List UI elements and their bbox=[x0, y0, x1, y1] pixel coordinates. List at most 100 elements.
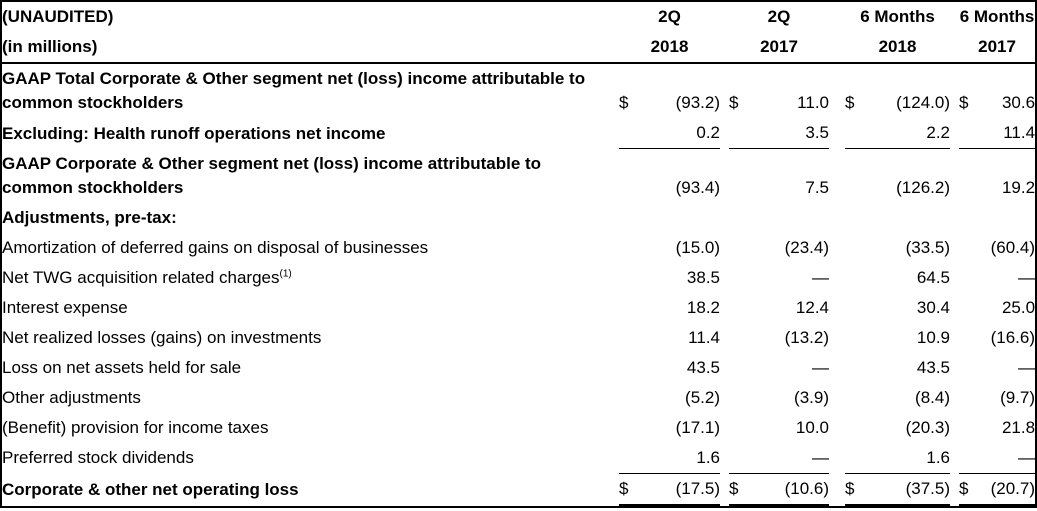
column-spacer bbox=[829, 293, 845, 323]
column-spacer bbox=[829, 149, 845, 203]
cell-dollar-sign bbox=[959, 413, 981, 443]
row-label: Loss on net assets held for sale bbox=[2, 357, 242, 377]
cell-value: (60.4) bbox=[990, 237, 1036, 257]
cell-value: 19.2 bbox=[1001, 177, 1036, 197]
cell-dollar-sign bbox=[845, 233, 869, 263]
cell-dollar-sign bbox=[845, 203, 869, 233]
units-label: (in millions) bbox=[2, 32, 612, 64]
cell-dollar-sign bbox=[619, 413, 643, 443]
cell-value: 43.5 bbox=[916, 357, 951, 377]
column-spacer bbox=[950, 323, 959, 353]
column-spacer bbox=[950, 473, 959, 505]
column-spacer bbox=[950, 413, 959, 443]
table-row: GAAP Total Corporate & Other segment net… bbox=[2, 63, 1035, 118]
header-spacer bbox=[950, 32, 960, 64]
cell-value: (5.2) bbox=[685, 387, 720, 407]
table-row: Net realized losses (gains) on investmen… bbox=[2, 323, 1035, 353]
cell-dollar-sign bbox=[729, 149, 753, 203]
cell-dollar-sign bbox=[619, 383, 643, 413]
table-row: Preferred stock dividends 1.6 — 1.6 — bbox=[2, 442, 1036, 474]
cell-dollar-sign bbox=[845, 353, 869, 383]
column-spacer bbox=[612, 63, 619, 118]
cell-value: — bbox=[981, 442, 1036, 474]
cell-value: 64.5 bbox=[916, 267, 951, 287]
cell-dollar-sign bbox=[845, 383, 869, 413]
cell-value: (8.4) bbox=[915, 387, 951, 407]
cell-value: (16.6) bbox=[990, 327, 1036, 347]
row-label: GAAP Corporate & Other segment net (loss… bbox=[2, 153, 542, 197]
column-spacer bbox=[950, 443, 959, 474]
table-row: Loss on net assets held for sale 43.5 — 43.… bbox=[2, 353, 1035, 383]
cell-dollar-sign: $ bbox=[959, 93, 969, 112]
table-row: (Benefit) provision for income taxes (17.… bbox=[2, 413, 1035, 443]
cell-value: 11.4 bbox=[981, 118, 1036, 149]
column-spacer bbox=[829, 233, 845, 263]
cell-value: 38.5 bbox=[686, 267, 720, 287]
table-body: GAAP Total Corporate & Other segment net… bbox=[2, 63, 1036, 511]
cell-dollar-sign bbox=[959, 323, 981, 353]
header-row-year: (in millions) 2018 2017 2018 2017 bbox=[2, 32, 1036, 64]
cell-value: (126.2) bbox=[896, 177, 951, 197]
column-spacer bbox=[612, 293, 619, 323]
table-row: Amortization of deferred gains on dispos… bbox=[2, 233, 1035, 263]
cell-value: 0.2 bbox=[643, 118, 720, 149]
cell-dollar-sign bbox=[729, 323, 753, 353]
cell-dollar-sign bbox=[619, 149, 643, 203]
column-spacer bbox=[720, 263, 729, 293]
cell-dollar-sign bbox=[619, 293, 643, 323]
cell-dollar-sign: $ bbox=[729, 473, 753, 506]
column-spacer bbox=[612, 323, 619, 353]
column-spacer bbox=[829, 413, 845, 443]
column-spacer bbox=[950, 353, 959, 383]
header-spacer bbox=[612, 2, 619, 32]
cell-value: (33.5) bbox=[905, 237, 951, 257]
cell-dollar-sign: $ bbox=[619, 473, 643, 506]
cell-dollar-sign bbox=[959, 203, 981, 233]
column-spacer bbox=[612, 473, 619, 505]
column-spacer bbox=[720, 353, 729, 383]
footnote-marker: (1) bbox=[279, 267, 292, 279]
cell-dollar-sign: $ bbox=[845, 473, 869, 506]
cell-value: (13.2) bbox=[784, 327, 829, 347]
cell-dollar-sign bbox=[729, 203, 753, 233]
cell-dollar-sign bbox=[729, 353, 753, 383]
row-label: GAAP Total Corporate & Other segment net… bbox=[2, 69, 586, 112]
column-spacer bbox=[950, 149, 959, 203]
header-spacer bbox=[950, 2, 959, 32]
cell-value: (124.0) bbox=[896, 93, 951, 112]
cell-value bbox=[869, 203, 950, 233]
row-label: Other adjustments bbox=[2, 387, 141, 407]
cell-dollar-sign bbox=[959, 293, 981, 323]
cell-dollar-sign bbox=[619, 353, 643, 383]
cell-value: (20.7) bbox=[981, 473, 1036, 506]
column-spacer bbox=[720, 293, 729, 323]
table-row: Excluding: Health runoff operations net … bbox=[2, 118, 1036, 149]
column-spacer bbox=[829, 263, 845, 293]
cell-value: 3.5 bbox=[753, 118, 829, 149]
column-spacer bbox=[950, 118, 959, 149]
cell-value: — bbox=[812, 357, 829, 377]
table-row: Net TWG acquisition related charges(1) 38… bbox=[2, 263, 1035, 293]
cell-dollar-sign bbox=[729, 233, 753, 263]
column-spacer bbox=[720, 443, 729, 474]
row-label: Net TWG acquisition related charges(1) bbox=[2, 267, 292, 287]
cell-value bbox=[643, 203, 720, 233]
cell-dollar-sign bbox=[729, 442, 753, 474]
cell-dollar-sign bbox=[845, 442, 869, 474]
cell-dollar-sign bbox=[619, 118, 643, 149]
column-spacer bbox=[829, 203, 845, 233]
cell-dollar-sign bbox=[845, 263, 869, 293]
cell-value: 11.0 bbox=[797, 93, 829, 112]
cell-value: 21.8 bbox=[1001, 417, 1036, 437]
column-spacer bbox=[720, 383, 729, 413]
cell-dollar-sign: $ bbox=[845, 93, 855, 112]
cell-value: — bbox=[753, 442, 829, 474]
cell-dollar-sign bbox=[619, 263, 643, 293]
cell-dollar-sign bbox=[619, 442, 643, 474]
cell-value: 12.4 bbox=[795, 297, 829, 317]
cell-value: 11.4 bbox=[688, 327, 720, 347]
cell-dollar-sign bbox=[959, 233, 981, 263]
column-spacer bbox=[612, 383, 619, 413]
cell-dollar-sign bbox=[845, 413, 869, 443]
